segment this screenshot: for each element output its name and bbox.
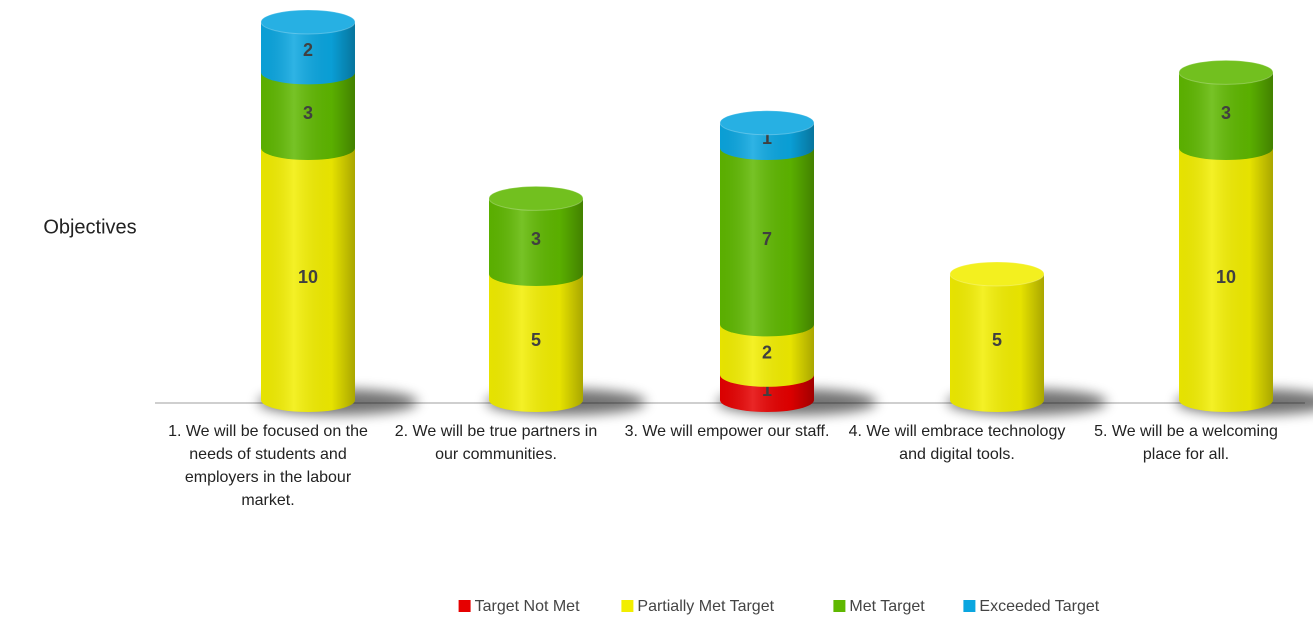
segment-shade [261, 148, 355, 412]
legend-label: Exceeded Target [979, 598, 1099, 615]
bar-segment [261, 22, 355, 85]
x-tick-label: 3. We will empower our staff. [624, 423, 830, 440]
bar-cap-shade [950, 262, 1044, 286]
data-label: 2 [303, 40, 313, 60]
x-tick-label: 5. We will be a welcoming place for all. [1094, 423, 1278, 463]
bar-cap-shade [1179, 60, 1273, 85]
x-tick-label: 2. We will be true partners in our commu… [394, 423, 598, 463]
data-label: 3 [1221, 103, 1231, 123]
data-label: 3 [303, 103, 313, 123]
x-tick-label: 1. We will be focused on the needs of st… [168, 423, 368, 509]
bar-segment [261, 72, 355, 160]
legend-swatch [833, 600, 846, 612]
legend-label: Met Target [849, 598, 925, 615]
bar-segment [489, 198, 583, 286]
segment-shade [489, 198, 583, 286]
legend-swatch [963, 600, 976, 612]
segment-shade [950, 274, 1044, 412]
bar-cap [488, 185, 584, 211]
legend-label: Partially Met Target [637, 598, 774, 615]
bar-cap-shade [261, 10, 355, 34]
legend-swatch [621, 600, 634, 612]
bar-cap [1178, 59, 1274, 85]
bar-segment [720, 324, 814, 387]
data-label: 1 [762, 128, 772, 148]
data-label: 5 [531, 330, 541, 350]
data-label: 3 [531, 229, 541, 249]
bar-segment [1179, 148, 1273, 412]
bar-cap-shade [489, 186, 583, 211]
data-label: 7 [762, 229, 772, 249]
bar-cap-shade [720, 110, 814, 135]
segment-shade [261, 72, 355, 160]
segment-shade [720, 324, 814, 387]
x-tick-label: 4. We will embrace technology and digita… [848, 423, 1066, 463]
data-label: 10 [298, 267, 318, 287]
bar-segment [261, 148, 355, 412]
legend-label: Target Not Met [475, 598, 580, 615]
data-label: 1 [762, 380, 772, 400]
y-axis-label: Objectives [43, 216, 136, 238]
bar-segment [489, 274, 583, 412]
segment-shade [1179, 72, 1273, 160]
segment-shade [489, 274, 583, 412]
data-label: 5 [992, 330, 1002, 350]
legend-swatch [458, 600, 471, 612]
bar-cap [949, 261, 1045, 287]
data-label: 2 [762, 342, 772, 362]
bar-cap [260, 9, 356, 35]
bar-cap [719, 110, 815, 136]
segment-shade [720, 148, 814, 337]
segment-shade [1179, 148, 1273, 412]
segment-shade [261, 22, 355, 85]
bar-segment [1179, 72, 1273, 160]
bar-segment [720, 148, 814, 337]
bar-segment [950, 274, 1044, 412]
data-label: 10 [1216, 267, 1236, 287]
